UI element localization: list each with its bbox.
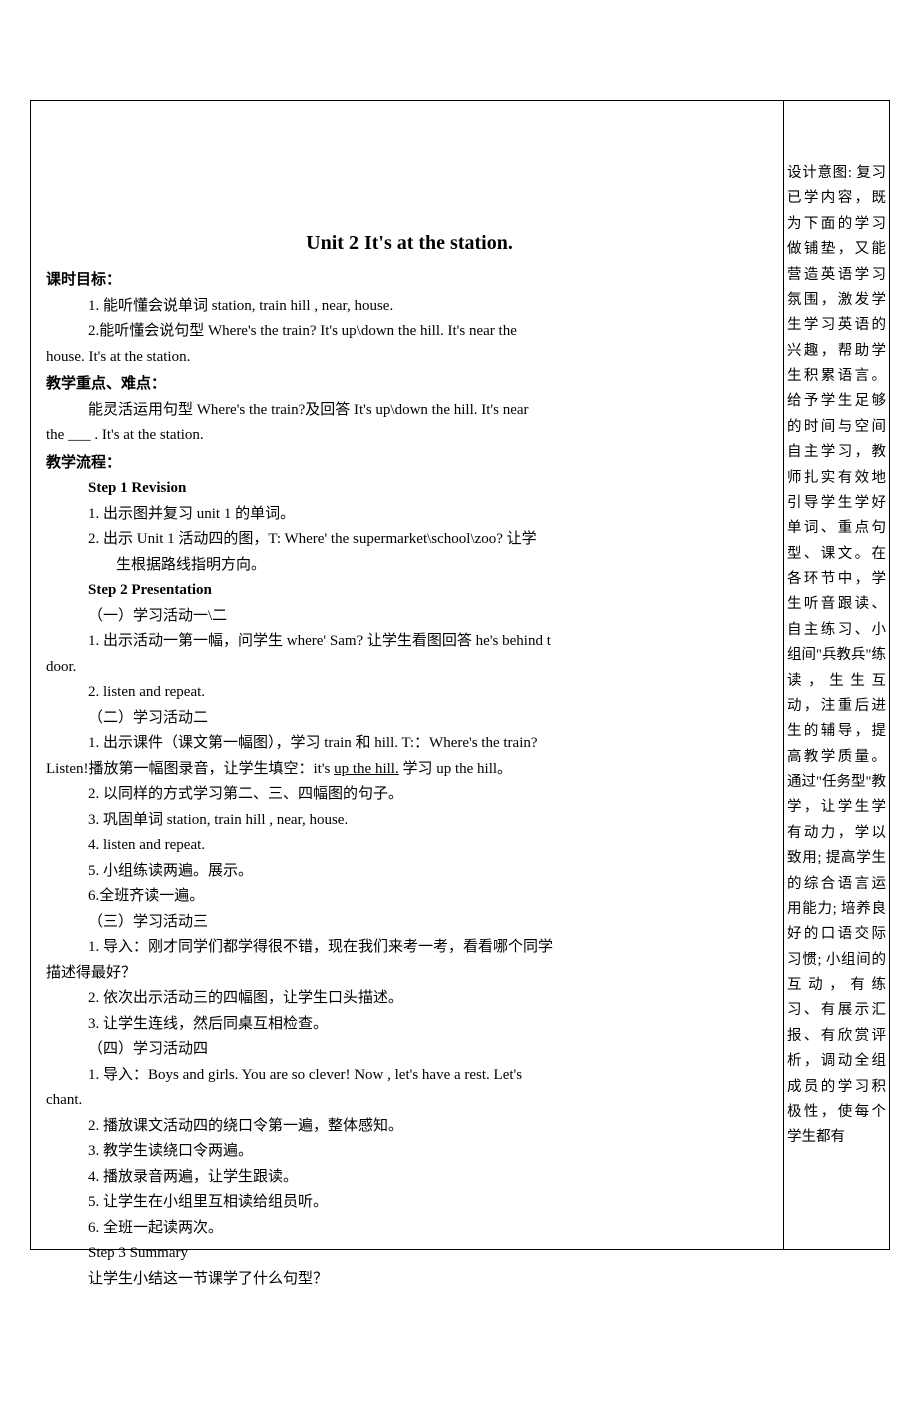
unit-title: Unit 2 It's at the station.	[46, 226, 773, 260]
objective-2-line1: 2.能听懂会说句型 Where's the train? It's up\dow…	[46, 319, 773, 345]
step2-sub2: （二）学习活动二	[46, 706, 773, 732]
text-pre: Listen!播放第一幅图录音，让学生填空：it's	[46, 761, 334, 777]
step2-sub2-item4: 4. listen and repeat.	[46, 833, 773, 859]
step3-heading: Step 3 Summary	[46, 1241, 773, 1267]
keypoints-line1: 能灵活运用句型 Where's the train?及回答 It's up\do…	[46, 398, 773, 424]
step2-sub3-item3: 3. 让学生连线，然后同桌互相检查。	[46, 1012, 773, 1038]
keypoints-heading: 教学重点、难点：	[46, 372, 773, 398]
step2-sub2-item3: 3. 巩固单词 station, train hill , near, hous…	[46, 808, 773, 834]
step2-sub1-item2: 2. listen and repeat.	[46, 680, 773, 706]
objectives-heading: 课时目标：	[46, 268, 773, 294]
step1-item2-line1: 2. 出示 Unit 1 活动四的图，T: Where' the superma…	[46, 527, 773, 553]
step2-sub3-item1-line2: 描述得最好？	[46, 961, 773, 987]
step2-sub2-item2: 2. 以同样的方式学习第二、三、四幅图的句子。	[46, 782, 773, 808]
process-heading: 教学流程：	[46, 451, 773, 477]
step2-sub4-item2: 2. 播放课文活动四的绕口令第一遍，整体感知。	[46, 1114, 773, 1140]
step2-sub2-item1-line1: 1. 出示课件（课文第一幅图），学习 train 和 hill. T:：Wher…	[46, 731, 773, 757]
step2-sub2-item1-line2: Listen!播放第一幅图录音，让学生填空：it's up the hill. …	[46, 757, 773, 783]
page-container: Unit 2 It's at the station. 课时目标： 1. 能听懂…	[30, 100, 890, 1250]
step2-sub4: （四）学习活动四	[46, 1037, 773, 1063]
underlined-text: up the hill.	[334, 761, 399, 777]
step2-sub1: （一）学习活动一\二	[46, 604, 773, 630]
step1-item2-line2: 生根据路线指明方向。	[46, 553, 773, 579]
step2-sub1-item1-line1: 1. 出示活动一第一幅，问学生 where' Sam? 让学生看图回答 he's…	[46, 629, 773, 655]
step2-sub3-item2: 2. 依次出示活动三的四幅图，让学生口头描述。	[46, 986, 773, 1012]
step2-sub2-item6: 6.全班齐读一遍。	[46, 884, 773, 910]
step2-sub1-item1-line2: door.	[46, 655, 773, 681]
keypoints-line2: the ___ . It's at the station.	[46, 423, 773, 449]
step2-sub4-item1-line1: 1. 导入：Boys and girls. You are so clever!…	[46, 1063, 773, 1089]
step2-sub3-item1-line1: 1. 导入：刚才同学们都学得很不错，现在我们来考一考，看看哪个同学	[46, 935, 773, 961]
step2-sub3: （三）学习活动三	[46, 910, 773, 936]
step3-item1: 让学生小结这一节课学了什么句型？	[46, 1267, 773, 1293]
text-post: 学习 up the hill。	[399, 761, 512, 777]
step2-sub4-item4: 4. 播放录音两遍，让学生跟读。	[46, 1165, 773, 1191]
objective-1: 1. 能听懂会说单词 station, train hill , near, h…	[46, 294, 773, 320]
objective-2-line2: house. It's at the station.	[46, 345, 773, 371]
main-content: Unit 2 It's at the station. 课时目标： 1. 能听懂…	[31, 101, 784, 1249]
step2-sub4-item6: 6. 全班一起读两次。	[46, 1216, 773, 1242]
step2-sub4-item5: 5. 让学生在小组里互相读给组员听。	[46, 1190, 773, 1216]
step2-heading: Step 2 Presentation	[46, 578, 773, 604]
step1-item1: 1. 出示图并复习 unit 1 的单词。	[46, 502, 773, 528]
step2-sub2-item5: 5. 小组练读两遍。展示。	[46, 859, 773, 885]
sidebar-notes: 设计意图: 复习已学内容，既为下面的学习做铺垫，又能营造英语学习氛围，激发学生学…	[784, 101, 889, 1249]
step2-sub4-item1-line2: chant.	[46, 1088, 773, 1114]
step2-sub4-item3: 3. 教学生读绕口令两遍。	[46, 1139, 773, 1165]
step1-heading: Step 1 Revision	[46, 476, 773, 502]
